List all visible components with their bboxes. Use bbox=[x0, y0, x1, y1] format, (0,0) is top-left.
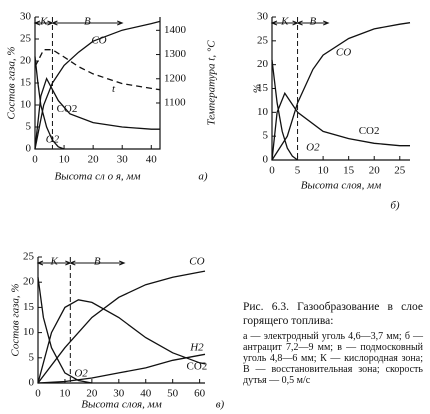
series-line bbox=[271, 59, 298, 161]
series-line bbox=[34, 76, 160, 150]
series-label: O2 bbox=[46, 134, 60, 146]
x-tick-label: 15 bbox=[343, 165, 355, 177]
y-tick-label: 20 bbox=[23, 276, 35, 288]
y-tick-label: 30 bbox=[257, 11, 269, 23]
y-tick-label: 5 bbox=[263, 130, 269, 142]
x-tick-label: 30 bbox=[113, 388, 125, 400]
x-axis-label: Высота сл о я, мм bbox=[55, 171, 141, 183]
series-label: CO2 bbox=[359, 125, 380, 137]
caption-item: а — электродный уголь 4,6—3,7 мм; bbox=[243, 331, 402, 342]
caption-item: б — антрацит 7,2—9 мм; bbox=[243, 331, 424, 353]
caption-item: К — кислородная зона; bbox=[320, 353, 423, 364]
y2-axis-label: Температура t, °C bbox=[206, 40, 218, 126]
panel-label: б) bbox=[390, 200, 400, 212]
caption-item: в — подмосковный уголь 4,8—6 мм; bbox=[243, 342, 424, 364]
x-tick-label: 40 bbox=[140, 388, 152, 400]
y2-tick-label: 1400 bbox=[164, 24, 187, 36]
y-tick-label: 15 bbox=[23, 301, 35, 313]
zone-arrow bbox=[68, 260, 126, 266]
series-line bbox=[271, 91, 410, 161]
y2-tick-label: 1300 bbox=[164, 48, 187, 60]
zone-label: К bbox=[50, 256, 59, 268]
y-tick-label: 25 bbox=[257, 34, 269, 46]
y-tick-label: 0 bbox=[29, 377, 35, 389]
series-line bbox=[34, 56, 65, 150]
panel-label: а) bbox=[198, 171, 208, 183]
x-tick-label: 25 bbox=[394, 165, 406, 177]
caption-item: В — восстановительная зона; bbox=[243, 364, 380, 375]
x-tick-label: 0 bbox=[269, 165, 275, 177]
x-tick-label: 60 bbox=[194, 388, 206, 400]
x-axis-label: Высота слоя, мм bbox=[81, 399, 161, 411]
y-tick-label: 10 bbox=[257, 106, 269, 118]
y-tick-label: 30 bbox=[20, 11, 32, 23]
series-line bbox=[37, 353, 206, 384]
zone-label: К bbox=[280, 16, 289, 28]
y-tick-label: 20 bbox=[257, 58, 269, 70]
y-tick-label: 15 bbox=[20, 77, 32, 89]
zone-label: В bbox=[84, 16, 91, 28]
y-tick-label: 25 bbox=[23, 251, 35, 263]
series-line bbox=[34, 49, 161, 91]
y-axis-label: % bbox=[252, 84, 264, 93]
x-tick-label: 20 bbox=[369, 165, 381, 177]
axes bbox=[271, 17, 410, 161]
x-tick-label: 20 bbox=[88, 154, 100, 166]
zone-arrow bbox=[51, 20, 124, 26]
y2-tick-label: 1100 bbox=[164, 97, 186, 109]
series-label: O2 bbox=[306, 142, 320, 154]
caption: Рис. 6.3. Газообразование в слое горящег… bbox=[243, 300, 423, 386]
series-line bbox=[37, 270, 206, 384]
x-tick-label: 10 bbox=[59, 388, 71, 400]
zone-label: В bbox=[310, 16, 317, 28]
y-tick-label: 25 bbox=[20, 33, 32, 45]
panel-label: в) bbox=[216, 399, 225, 411]
zone-label: К bbox=[39, 16, 48, 28]
y-tick-label: 5 bbox=[26, 121, 32, 133]
y-tick-label: 15 bbox=[257, 82, 269, 94]
y-tick-label: 5 bbox=[29, 351, 35, 363]
series-label: CO2 bbox=[187, 360, 208, 372]
x-tick-label: 40 bbox=[146, 154, 158, 166]
series-label: CO bbox=[91, 35, 106, 47]
series-line bbox=[34, 20, 161, 150]
caption-title: Рис. 6.3. Газообразование в слое горящег… bbox=[243, 301, 423, 327]
caption-item: скорость дутья — 0,5 м/с bbox=[243, 364, 423, 386]
x-tick-label: 10 bbox=[59, 154, 71, 166]
series-line bbox=[271, 22, 411, 161]
y-tick-label: 10 bbox=[20, 99, 32, 111]
y-tick-label: 20 bbox=[20, 55, 32, 67]
series-line bbox=[37, 277, 93, 384]
x-tick-label: 0 bbox=[32, 154, 38, 166]
zone-label: В bbox=[94, 256, 101, 268]
series-label: t bbox=[112, 83, 116, 95]
series-label: H2 bbox=[189, 341, 204, 353]
y-axis-label: Состав газа, % bbox=[10, 283, 22, 356]
y-tick-label: 0 bbox=[263, 154, 269, 166]
zone-arrow bbox=[296, 20, 330, 26]
y-axis-label: Состав газа, % bbox=[6, 46, 18, 119]
x-tick-label: 30 bbox=[117, 154, 129, 166]
y2-tick-label: 1200 bbox=[164, 72, 187, 84]
x-tick-label: 20 bbox=[86, 388, 98, 400]
x-axis-label: Высота слоя, мм bbox=[301, 180, 381, 192]
series-label: O2 bbox=[74, 367, 88, 379]
series-label: CO bbox=[336, 46, 351, 58]
x-tick-label: 5 bbox=[295, 165, 301, 177]
x-tick-label: 10 bbox=[318, 165, 330, 177]
y-tick-label: 10 bbox=[23, 326, 35, 338]
y-tick-label: 0 bbox=[26, 143, 32, 155]
series-label: CO2 bbox=[57, 103, 78, 115]
series-label: CO bbox=[189, 256, 204, 268]
x-tick-label: 0 bbox=[35, 388, 41, 400]
x-tick-label: 50 bbox=[167, 388, 179, 400]
